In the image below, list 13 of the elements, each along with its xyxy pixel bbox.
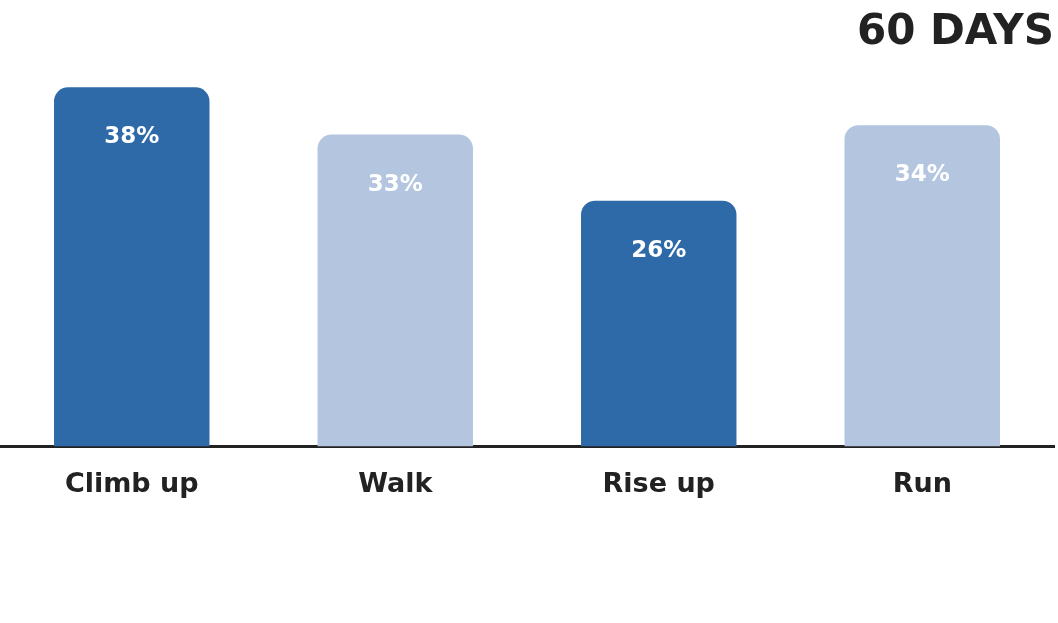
bar (844, 125, 1000, 447)
bar (54, 87, 210, 447)
data-label: 33% (367, 169, 423, 196)
data-label: 26% (631, 235, 687, 262)
x-tick-label: Walk (358, 466, 434, 498)
chart-title: 60 DAYS (856, 5, 1054, 55)
data-label: 34% (894, 160, 950, 187)
x-tick-label: Rise up (602, 466, 715, 498)
x-tick-label: Climb up (64, 466, 199, 498)
x-tick-label: Run (892, 466, 952, 498)
bar (317, 134, 473, 447)
data-label: 38% (104, 122, 160, 149)
bar (581, 200, 737, 447)
